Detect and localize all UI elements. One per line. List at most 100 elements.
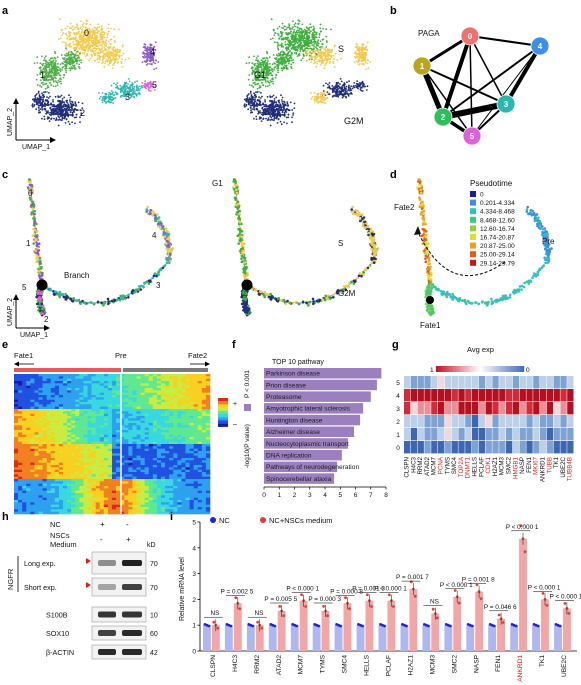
scale-minus-label: –	[233, 421, 237, 428]
paga-node-label-4: 4	[538, 42, 543, 51]
pathway-bar	[264, 379, 377, 391]
umap2-label: UMAP_2	[7, 108, 14, 136]
pvalue-annotation: P = 0.001 8	[462, 577, 495, 584]
nscs-bar	[233, 603, 242, 651]
mrna-ytick: 2	[192, 597, 196, 604]
gene-column-label: CDK1	[485, 456, 492, 473]
branch-4-label: 4	[152, 231, 157, 240]
mrna-yaxis-label: Relative mRNA level	[179, 557, 186, 621]
nc-bar	[224, 625, 233, 651]
pathway-bar-label: Huntington disease	[266, 417, 323, 424]
pseudotime-legend-label: 0.201-4.334	[480, 200, 515, 207]
pathway-bar	[264, 438, 348, 449]
heatmap-color-scale	[218, 398, 228, 427]
blot-kd-marker: 70	[150, 561, 158, 568]
paga-node-label-1: 1	[420, 62, 425, 71]
pseudotime-legend-swatch	[470, 191, 476, 197]
umap1-label: UMAP_1	[22, 144, 50, 151]
nscs-lane2-sign: +	[126, 535, 131, 544]
paga-node-5	[462, 126, 482, 146]
nc-bar	[400, 625, 409, 651]
nscs-bar	[519, 538, 527, 651]
blot-band-label: S100B	[46, 611, 68, 620]
mrna-category-label: ATAD2	[276, 655, 283, 676]
paga-node-label-5: 5	[470, 132, 475, 141]
pseudotime-legend-swatch	[470, 242, 476, 249]
nscs-bar	[563, 608, 571, 651]
gene-column-label: HMGB1	[512, 456, 519, 479]
umap-cluster-plot	[31, 18, 160, 127]
pseudotime-legend-swatch	[470, 259, 476, 266]
nc-lane1-sign: +	[100, 520, 105, 529]
medium-label: Medium	[50, 540, 77, 549]
paga-node-label-2: 2	[441, 113, 446, 122]
nc-lane2-sign: -	[126, 520, 129, 529]
pvalue-annotation: P < 0.000 1	[286, 586, 319, 593]
pvalue-annotation: P = 0.000 8	[330, 588, 363, 595]
pvalue-annotation: P = 0.046 6	[484, 604, 517, 611]
nscs-bar	[475, 591, 484, 651]
pathway-color-key	[244, 404, 251, 411]
phase-g1-label: G1	[254, 70, 266, 80]
gene-column-label: SMC4	[451, 456, 458, 474]
mrna-category-label: H4C3	[232, 655, 239, 672]
nscs-bar	[321, 611, 330, 651]
pathway-xtick: 1	[277, 492, 281, 499]
paga-node-1	[412, 56, 432, 76]
paga-node-label-0: 0	[468, 32, 473, 41]
mrna-ytick: 1	[192, 623, 196, 630]
nc-bar	[554, 625, 562, 651]
pathway-bar-label: Proteasome	[266, 394, 302, 401]
pseudotime-legend-label: 29.14-29.79	[480, 260, 515, 267]
nscs-bar	[343, 603, 352, 651]
pathway-yaxis-label: -log10(P value)	[244, 424, 251, 468]
western-blot: Long exp. 70 Short exp. 70 S100B 10 SOX10 60 β-A…	[24, 551, 158, 660]
trajectory-phase-plot	[231, 178, 380, 317]
gene-column-label: HELLS	[472, 457, 479, 477]
fate-arrow-path	[417, 231, 506, 277]
legend-nscs-label: NC+NSCs medium	[269, 516, 333, 525]
gene-column-label: NASP	[519, 457, 526, 474]
cluster-row-label: 2	[396, 419, 400, 426]
pseudotime-legend-swatch	[470, 225, 476, 232]
gene-column-label: H4C3	[410, 456, 417, 472]
phase-s-label: S	[338, 44, 344, 54]
nscs-bar	[409, 589, 418, 651]
fate1-label: Fate1	[420, 321, 441, 330]
nc-bar	[268, 625, 277, 651]
mrna-bar-chart: 0 1 2 3 4 5 CLSPN NS H4C3 P = 0.002 5 RRM2 NS ATAD2 P…	[192, 520, 581, 682]
legend-nscs-marker	[260, 517, 266, 523]
panel-h: h NC NSCs Medium + - - + kD Long exp. 70 S…	[2, 511, 158, 660]
nscs-lane1-sign: -	[100, 535, 103, 544]
gene-column-label: RRM2	[417, 456, 424, 474]
pathway-bar-label: Nucleocytoplasmic transport	[266, 441, 349, 448]
pathway-bar	[264, 449, 342, 461]
pathway-xtick: 4	[323, 492, 327, 499]
panel-f: f TOP 10 pathway Parkinson disease Prion …	[232, 339, 388, 499]
pathway-bar	[264, 426, 354, 437]
umap-phase-plot	[243, 18, 372, 127]
cluster-0-label: 0	[84, 28, 89, 38]
ngfr-group-label: NGFR	[6, 568, 15, 590]
pvalue-annotation: P = 0.001 3	[352, 586, 385, 593]
pseudotime-legend-swatch	[470, 208, 476, 215]
nc-label: NC	[50, 520, 61, 529]
pvalue-annotation: NS	[430, 599, 439, 606]
gene-column-label: TOP2A	[458, 456, 465, 477]
panel-b: b PAGA 0 1 2 3 4 5	[390, 5, 550, 146]
blot-kd-marker: 70	[150, 585, 158, 592]
pseudotime-legend-label: 0	[480, 192, 484, 199]
gene-column-label: DNMT1	[465, 456, 472, 478]
pathway-bar-label: DNA replication	[266, 453, 312, 460]
pvalue-annotation: P = 0.005 5	[264, 596, 297, 603]
mrna-category-label: SMC4	[342, 655, 349, 674]
pvalue-annotation: P = 0.002 5	[221, 588, 254, 595]
paga-title: PAGA	[418, 29, 440, 38]
pvalue-annotation: P < 0.000 1	[506, 524, 539, 531]
paga-node-2	[433, 107, 453, 127]
nc-bar	[510, 625, 519, 651]
pathway-bar-label: Spinocerebellar ataxia	[266, 476, 332, 483]
fate2-label: Fate2	[394, 203, 415, 212]
pvalue-note: P < 0.001	[244, 370, 251, 398]
